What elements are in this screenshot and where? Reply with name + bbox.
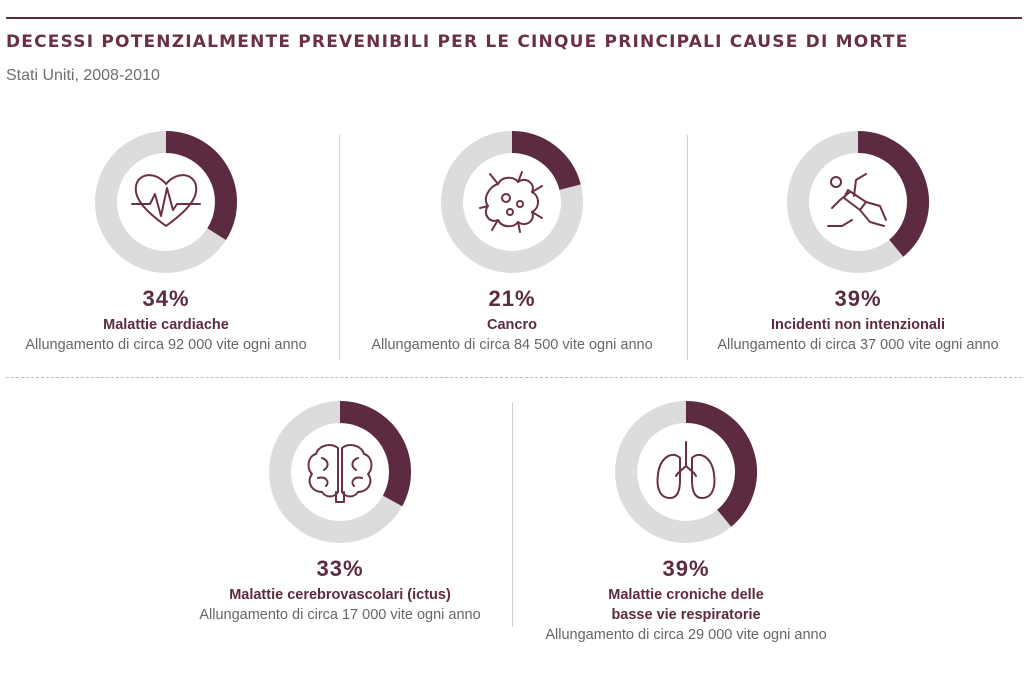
cause-item-accidents: 39% Incidenti non intenzionali Allungame… (698, 130, 1018, 355)
lives-note: Allungamento di circa 37 000 vite ogni a… (717, 337, 999, 353)
donut-slice (339, 401, 411, 507)
cause-label-line: Malattie croniche delle (608, 587, 764, 603)
divider-horizontal (6, 377, 1022, 378)
cause-label-line: Incidenti non intenzionali (771, 317, 945, 333)
lives-note: Allungamento di circa 92 000 vite ogni a… (25, 337, 307, 353)
heart-icon (131, 174, 201, 227)
cause-item-respiratory: 39% Malattie croniche delle basse vie re… (526, 400, 846, 645)
cause-label: Cancro (352, 315, 672, 335)
divider-vertical (687, 135, 688, 360)
donut-chart (787, 131, 929, 273)
percentage-label: 34% (142, 286, 190, 311)
donut-chart (269, 401, 411, 543)
percentage-label: 33% (316, 556, 364, 581)
percentage-label: 39% (662, 556, 710, 581)
divider-vertical (339, 135, 340, 360)
cause-label-line: Malattie cerebrovascolari (ictus) (229, 587, 451, 603)
chart-title: DECESSI POTENZIALMENTE PREVENIBILI PER L… (6, 32, 909, 52)
cause-item-stroke: 33% Malattie cerebrovascolari (ictus) Al… (180, 400, 500, 625)
donut-slice (165, 131, 237, 241)
donut-slice (685, 401, 757, 527)
lives-note: Allungamento di circa 84 500 vite ogni a… (371, 337, 653, 353)
brain-icon (307, 444, 373, 503)
cause-label: Malattie croniche delle basse vie respir… (526, 585, 846, 625)
cause-label-line: basse vie respiratorie (611, 607, 761, 623)
percentage-label: 21% (488, 286, 536, 311)
donut-slice (857, 131, 929, 257)
cause-label-line: Malattie cardiache (103, 317, 229, 333)
cause-item-cancer: 21% Cancro Allungamento di circa 84 500 … (352, 130, 672, 355)
donut-chart (95, 131, 237, 273)
divider-vertical (512, 402, 513, 627)
lives-note: Allungamento di circa 17 000 vite ogni a… (199, 607, 481, 623)
lives-note: Allungamento di circa 29 000 vite ogni a… (545, 627, 827, 643)
cause-label: Incidenti non intenzionali (698, 315, 1018, 335)
lungs-icon (656, 441, 716, 499)
donut-slice (511, 131, 581, 191)
top-rule (6, 17, 1022, 19)
cause-label: Malattie cardiache (6, 315, 326, 335)
chart-subtitle: Stati Uniti, 2008-2010 (6, 67, 160, 84)
cause-item-heart-disease: 34% Malattie cardiache Allungamento di c… (6, 130, 326, 355)
donut-chart (441, 131, 583, 273)
donut-chart (615, 401, 757, 543)
cancer-cell-icon (479, 171, 543, 233)
falling-person-icon (827, 173, 887, 227)
cause-label-line: Cancro (487, 317, 537, 333)
percentage-label: 39% (834, 286, 882, 311)
cause-label: Malattie cerebrovascolari (ictus) (180, 585, 500, 605)
